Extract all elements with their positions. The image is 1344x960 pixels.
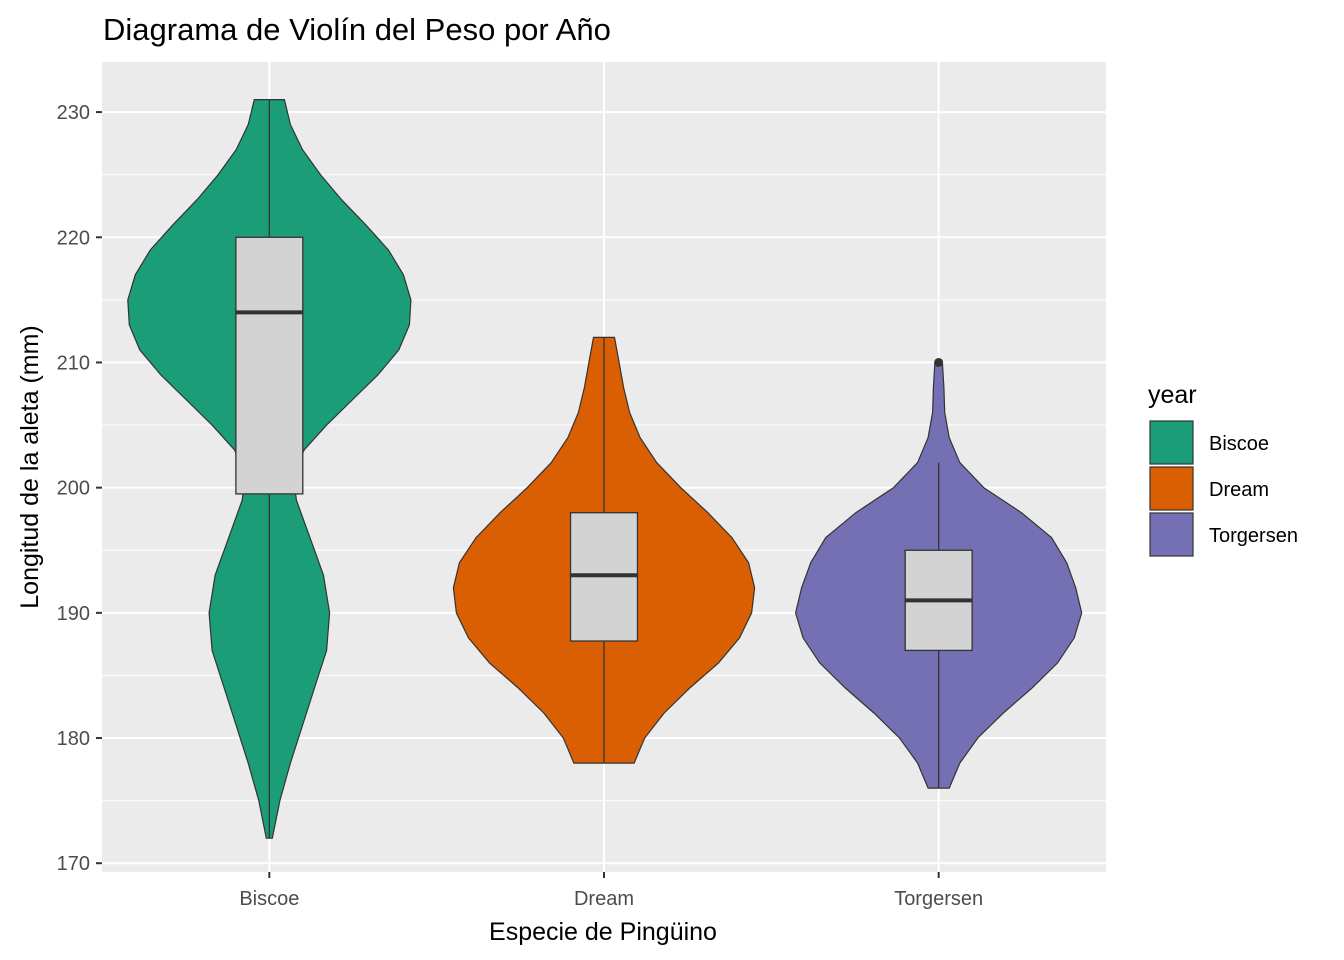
- boxplots: [235, 99, 973, 839]
- legend-label: Biscoe: [1209, 433, 1269, 455]
- chart-title: Diagrama de Violín del Peso por Año: [103, 12, 611, 47]
- legend-label: Torgersen: [1209, 525, 1298, 547]
- y-tick-label: 220: [57, 227, 90, 249]
- y-tick-label: 170: [57, 853, 90, 875]
- box-biscoe: [235, 236, 304, 495]
- y-axis-title: Longitud de la aleta (mm): [16, 325, 44, 608]
- y-tick-label: 210: [57, 352, 90, 374]
- y-tick-label: 190: [57, 603, 90, 625]
- legend-label: Dream: [1209, 479, 1269, 501]
- legend-key-torgersen: [1149, 512, 1194, 557]
- axes: 170 180 190 200 210 220 230 Biscoe Dream Torgerse…: [57, 102, 984, 910]
- legend-title: year: [1148, 381, 1197, 409]
- y-tick-label: 230: [57, 102, 90, 124]
- legend-key-biscoe: [1149, 420, 1194, 465]
- x-tick-label: Dream: [574, 888, 634, 910]
- legend-key-dream: [1149, 466, 1194, 511]
- y-tick-label: 180: [57, 728, 90, 750]
- x-tick-label: Torgersen: [894, 888, 983, 910]
- legend: year Biscoe Dream Torgersen: [1148, 381, 1298, 557]
- y-tick-label: 200: [57, 478, 90, 500]
- x-axis-title: Especie de Pingüino: [489, 918, 717, 946]
- x-tick-label: Biscoe: [239, 888, 299, 910]
- outlier-point: [934, 357, 944, 367]
